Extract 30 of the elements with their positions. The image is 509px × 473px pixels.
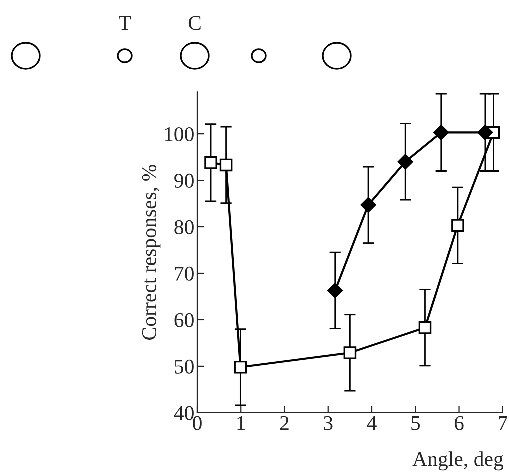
point bbox=[478, 124, 494, 140]
x-tick-label: 0 bbox=[193, 416, 202, 430]
y-tick-label: 60 bbox=[174, 313, 194, 328]
y-tick-label: 70 bbox=[175, 266, 194, 281]
point bbox=[418, 321, 432, 334]
y-tick-label: 50 bbox=[175, 360, 194, 374]
x-tick-label: 2 bbox=[280, 416, 289, 430]
text: T bbox=[119, 16, 132, 30]
point bbox=[360, 197, 376, 213]
x-tick-label: 6 bbox=[454, 416, 464, 430]
y-axis-title: Correct responses, % bbox=[142, 165, 161, 340]
point bbox=[452, 219, 464, 232]
x-tick-label: 3 bbox=[324, 416, 333, 430]
x-axis-title: Angle, deg bbox=[412, 452, 504, 471]
point bbox=[344, 346, 357, 360]
point bbox=[204, 156, 218, 170]
text: C bbox=[188, 16, 201, 30]
y-tick-label: 100 bbox=[165, 127, 194, 142]
x-tick-label: 7 bbox=[499, 416, 508, 430]
y-tick-label: 90 bbox=[174, 174, 194, 188]
point bbox=[328, 282, 344, 298]
y-tick-label: 80 bbox=[174, 220, 194, 234]
x-tick-label: 5 bbox=[412, 416, 420, 430]
x-tick-label: 1 bbox=[238, 416, 246, 430]
point bbox=[434, 124, 450, 140]
x-tick-label: 4 bbox=[367, 416, 377, 430]
point bbox=[398, 154, 414, 170]
point bbox=[220, 158, 233, 172]
y-tick-label: 40 bbox=[174, 406, 194, 420]
point bbox=[234, 360, 248, 374]
